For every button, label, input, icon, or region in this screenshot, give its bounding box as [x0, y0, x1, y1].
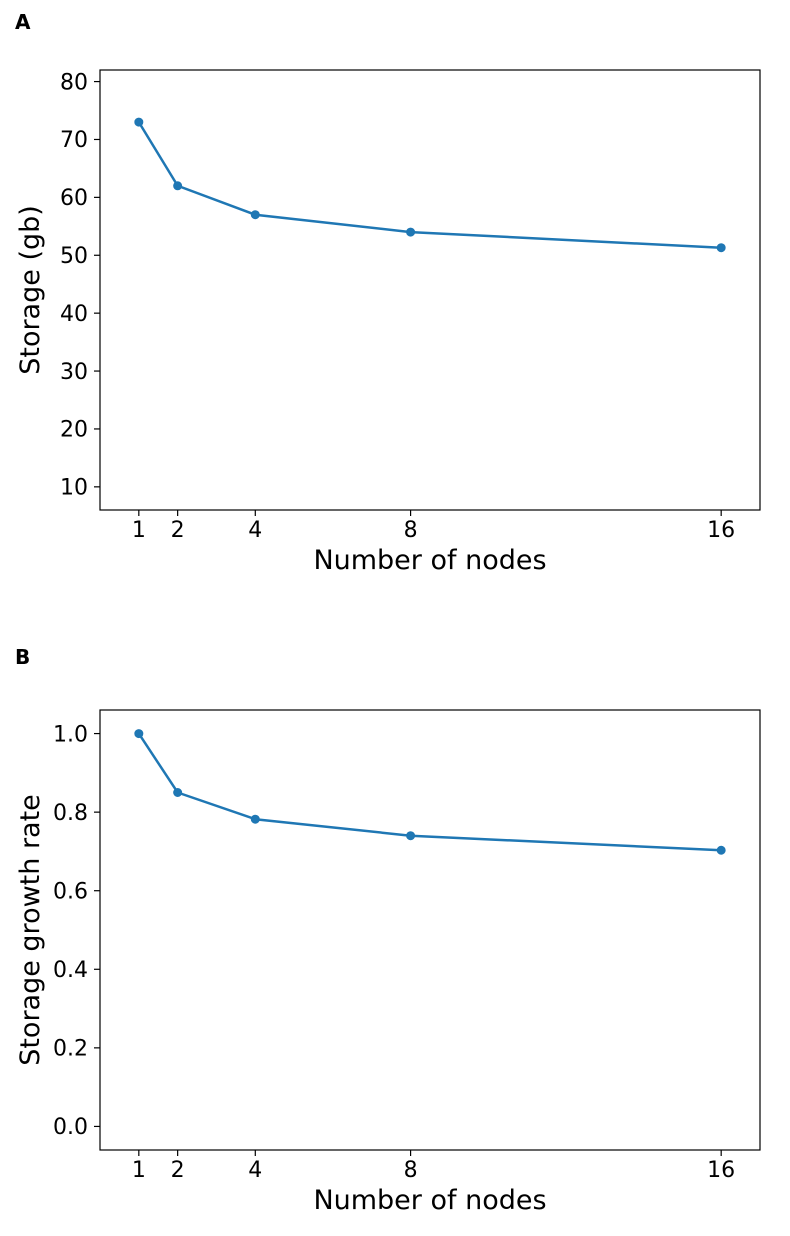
chart-b-xtick-label: 1 [132, 1158, 146, 1183]
chart-a-xtick-label: 8 [404, 518, 418, 543]
chart-a-marker [717, 244, 725, 252]
chart-a-ytick-label: 10 [60, 476, 88, 501]
chart-b-ytick-label: 0.6 [53, 879, 88, 904]
chart-a-xlabel: Number of nodes [313, 545, 546, 576]
chart-a-xtick-label: 2 [171, 518, 185, 543]
chart-b-ytick-label: 0.4 [53, 958, 88, 983]
figure-page: A B 1248161020304050607080Number of node… [0, 0, 790, 1236]
chart-a-marker [407, 228, 415, 236]
chart-a-marker [135, 118, 143, 126]
chart-a-ytick-label: 60 [60, 186, 88, 211]
chart-a-ytick-label: 40 [60, 302, 88, 327]
chart-a-ytick-label: 70 [60, 128, 88, 153]
panel-b-label: B [15, 645, 30, 669]
chart-a-marker [251, 211, 259, 219]
chart-a-xtick-label: 1 [132, 518, 146, 543]
chart-a-marker [174, 182, 182, 190]
chart-b-xtick-label: 8 [404, 1158, 418, 1183]
chart-b-series-line [139, 734, 721, 851]
chart-b-ytick-label: 0.8 [53, 801, 88, 826]
chart-b-marker [717, 846, 725, 854]
chart-a-ytick-label: 20 [60, 418, 88, 443]
chart-a-ytick-label: 30 [60, 360, 88, 385]
chart-a-ytick-label: 50 [60, 244, 88, 269]
chart-a-ylabel: Storage (gb) [15, 205, 46, 375]
chart-b-xtick-label: 16 [707, 1158, 735, 1183]
chart-b-marker [174, 789, 182, 797]
chart-b-ytick-label: 1.0 [53, 722, 88, 747]
chart-b-marker [407, 832, 415, 840]
chart-b-ylabel: Storage growth rate [15, 794, 46, 1066]
charts-svg: 1248161020304050607080Number of nodesSto… [0, 0, 790, 1236]
chart-a-ytick-label: 80 [60, 70, 88, 95]
panel-a-label: A [15, 10, 30, 34]
chart-b-xtick-label: 2 [171, 1158, 185, 1183]
chart-b-xtick-label: 4 [248, 1158, 262, 1183]
chart-b-ytick-label: 0.0 [53, 1115, 88, 1140]
chart-b-axes-frame [100, 710, 760, 1150]
chart-b-ytick-label: 0.2 [53, 1037, 88, 1062]
chart-a-series-line [139, 122, 721, 248]
chart-b-marker [135, 730, 143, 738]
chart-a-axes-frame [100, 70, 760, 510]
chart-a-xtick-label: 4 [248, 518, 262, 543]
chart-b-marker [251, 815, 259, 823]
chart-a-xtick-label: 16 [707, 518, 735, 543]
chart-b-xlabel: Number of nodes [313, 1185, 546, 1216]
